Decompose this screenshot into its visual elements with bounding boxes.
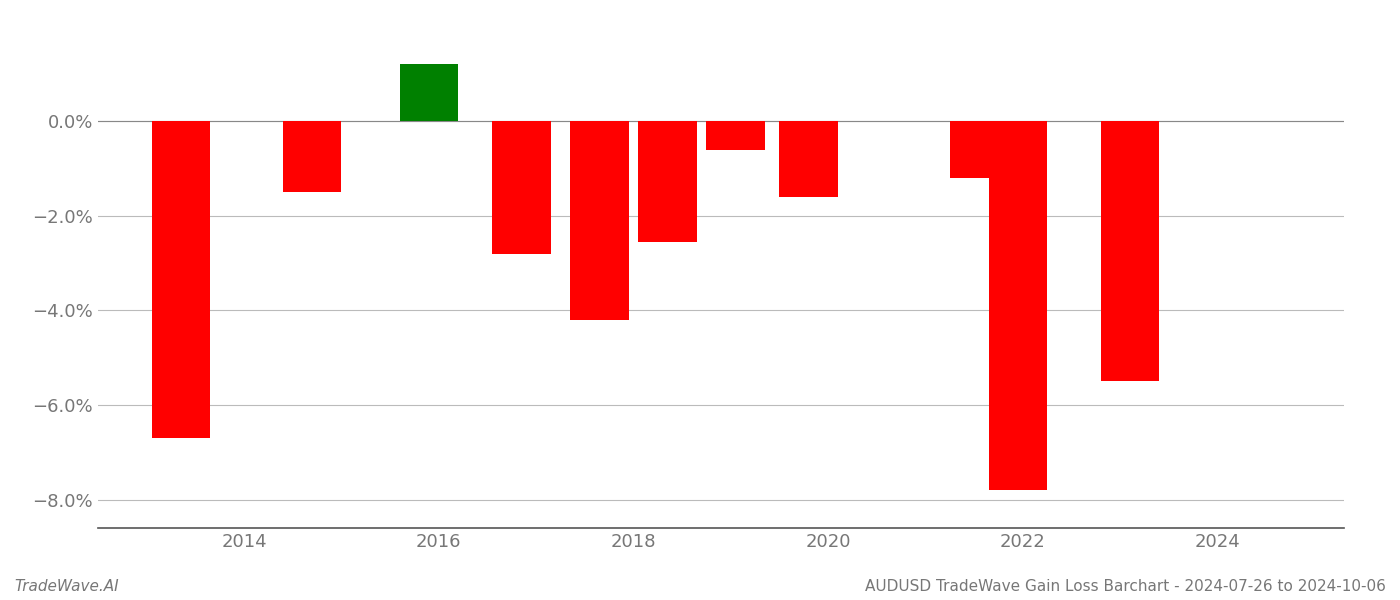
Bar (493, 121, 550, 254)
Bar (1100, 121, 1159, 382)
Bar (283, 121, 342, 192)
Bar (570, 121, 629, 320)
Bar (707, 121, 764, 149)
Bar (400, 64, 458, 121)
Bar (988, 121, 1047, 490)
Text: TradeWave.AI: TradeWave.AI (14, 579, 119, 594)
Bar (780, 121, 837, 197)
Bar (638, 121, 697, 242)
Bar (949, 121, 1008, 178)
Bar (151, 121, 210, 438)
Text: AUDUSD TradeWave Gain Loss Barchart - 2024-07-26 to 2024-10-06: AUDUSD TradeWave Gain Loss Barchart - 20… (865, 579, 1386, 594)
